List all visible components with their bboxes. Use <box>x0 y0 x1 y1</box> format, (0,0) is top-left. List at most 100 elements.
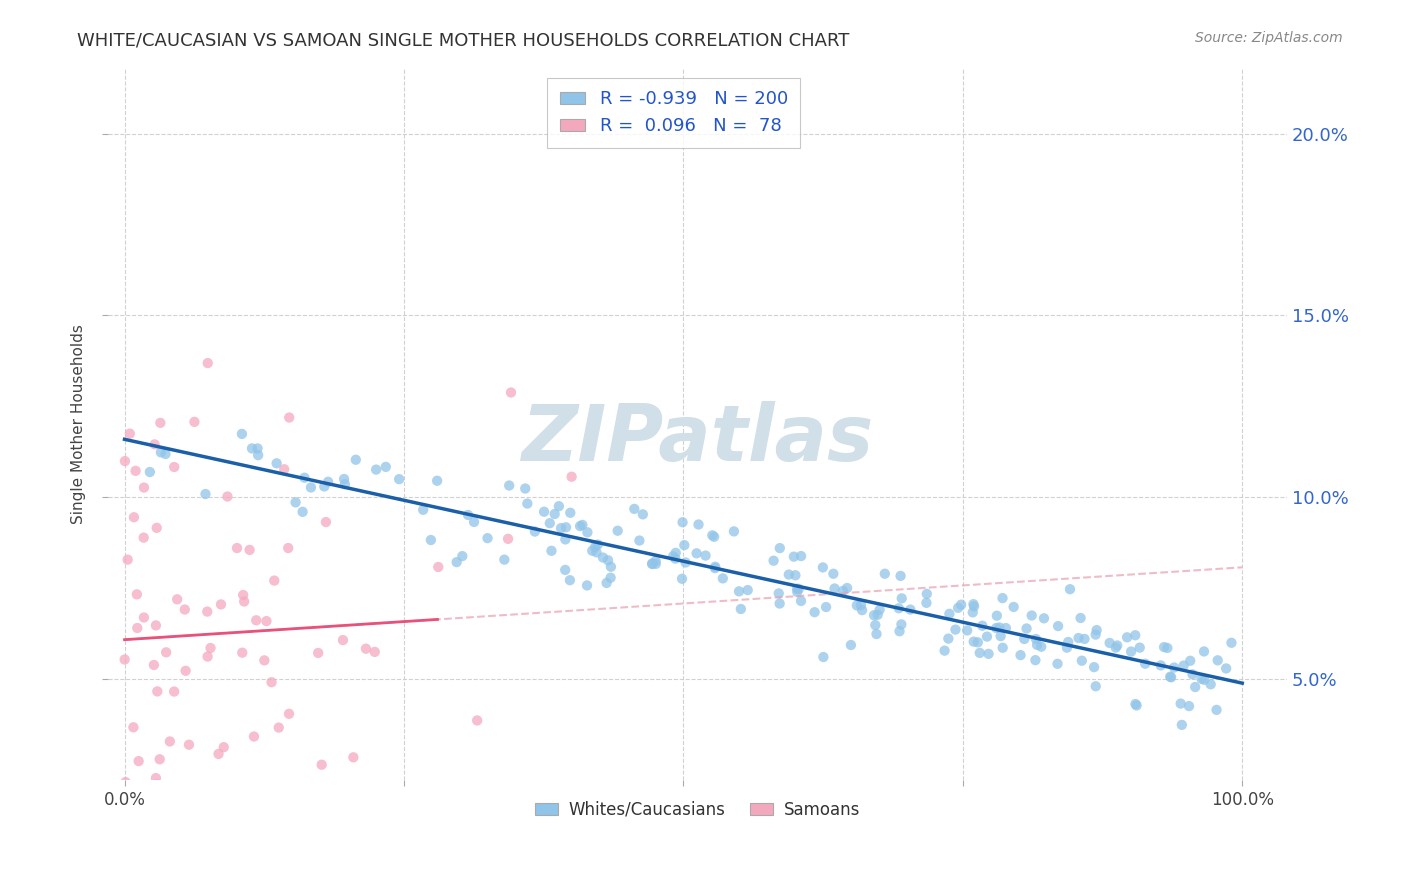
Point <box>695 549 717 563</box>
Point <box>730 602 752 616</box>
Point <box>1070 611 1092 625</box>
Point <box>247 448 270 462</box>
Point <box>1047 619 1070 633</box>
Point <box>703 530 725 544</box>
Point <box>155 645 177 659</box>
Point <box>1199 677 1222 691</box>
Point <box>787 582 810 596</box>
Point <box>114 454 136 468</box>
Point <box>865 627 887 641</box>
Point <box>496 532 519 546</box>
Point <box>1056 640 1078 655</box>
Point <box>233 594 256 608</box>
Point <box>139 465 162 479</box>
Point <box>1215 661 1237 675</box>
Point <box>146 684 169 698</box>
Point <box>266 456 288 470</box>
Point <box>1125 697 1147 711</box>
Point <box>540 543 562 558</box>
Point <box>950 598 973 612</box>
Point <box>1033 611 1056 625</box>
Point <box>915 596 938 610</box>
Point <box>1206 653 1229 667</box>
Point <box>114 652 136 666</box>
Point <box>1084 679 1107 693</box>
Point <box>195 605 218 619</box>
Point <box>194 487 217 501</box>
Point <box>118 426 141 441</box>
Point <box>644 554 666 568</box>
Point <box>571 517 593 532</box>
Point <box>1173 658 1195 673</box>
Point <box>273 462 295 476</box>
Point <box>1156 640 1178 655</box>
Point <box>1184 680 1206 694</box>
Point <box>623 501 645 516</box>
Point <box>366 462 388 476</box>
Point <box>132 481 155 495</box>
Point <box>1133 657 1156 671</box>
Point <box>849 598 872 612</box>
Point <box>278 410 301 425</box>
Point <box>117 552 139 566</box>
Point <box>969 646 991 660</box>
Point <box>554 563 576 577</box>
Point <box>1012 632 1035 646</box>
Point <box>316 475 339 489</box>
Point <box>558 573 581 587</box>
Point <box>143 437 166 451</box>
Point <box>1046 657 1069 671</box>
Point <box>128 754 150 768</box>
Point <box>665 546 688 560</box>
Text: ZIPatlas: ZIPatlas <box>522 401 873 476</box>
Point <box>412 503 434 517</box>
Point <box>962 597 984 611</box>
Point <box>1171 718 1194 732</box>
Point <box>149 416 172 430</box>
Point <box>1002 599 1025 614</box>
Point <box>538 516 561 531</box>
Point <box>200 640 222 655</box>
Point <box>183 415 205 429</box>
Point <box>1026 638 1049 652</box>
Point <box>1083 660 1105 674</box>
Point <box>277 541 299 555</box>
Point <box>1192 644 1215 658</box>
Point <box>1159 670 1181 684</box>
Point <box>945 623 967 637</box>
Point <box>239 780 262 795</box>
Point <box>824 582 846 596</box>
Point <box>890 569 912 583</box>
Point <box>845 599 868 613</box>
Point <box>197 356 219 370</box>
Point <box>145 521 167 535</box>
Point <box>207 747 229 761</box>
Point <box>915 587 938 601</box>
Text: WHITE/CAUCASIAN VS SAMOAN SINGLE MOTHER HOUSEHOLDS CORRELATION CHART: WHITE/CAUCASIAN VS SAMOAN SINGLE MOTHER … <box>77 31 849 49</box>
Point <box>1015 622 1038 636</box>
Point <box>245 613 267 627</box>
Y-axis label: Single Mother Households: Single Mother Households <box>72 325 86 524</box>
Point <box>835 581 858 595</box>
Point <box>769 541 792 555</box>
Point <box>149 752 172 766</box>
Point <box>1070 654 1092 668</box>
Point <box>631 508 654 522</box>
Point <box>498 478 520 492</box>
Point <box>114 780 136 795</box>
Point <box>976 630 998 644</box>
Point <box>284 495 307 509</box>
Point <box>991 591 1014 606</box>
Point <box>783 549 806 564</box>
Point <box>994 621 1017 635</box>
Point <box>1025 632 1047 646</box>
Point <box>1160 670 1182 684</box>
Point <box>685 546 707 560</box>
Point <box>451 549 474 563</box>
Point <box>769 597 792 611</box>
Point <box>1057 635 1080 649</box>
Point <box>671 515 693 529</box>
Point <box>231 646 253 660</box>
Point <box>962 606 984 620</box>
Point <box>972 618 994 632</box>
